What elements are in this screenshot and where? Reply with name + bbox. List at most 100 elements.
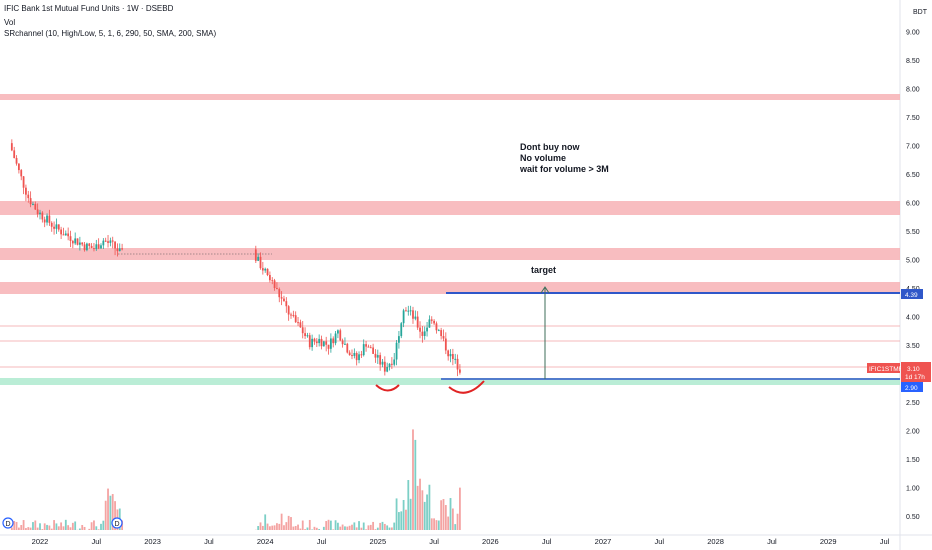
price-tick-label: 5.50 <box>906 229 920 236</box>
candle-body <box>280 297 283 299</box>
volume-bar <box>428 484 431 530</box>
volume-bar <box>60 522 63 530</box>
candle-body <box>266 268 269 275</box>
volume-bar <box>43 523 46 530</box>
volume-bar <box>369 524 372 530</box>
price-tick-label: 5.00 <box>906 258 920 265</box>
candle-body <box>287 306 290 315</box>
candle-body <box>294 315 297 323</box>
volume-bar <box>304 529 306 530</box>
volume-bar <box>109 495 112 530</box>
candle-body <box>46 215 48 223</box>
time-tick-label: Jul <box>542 537 552 546</box>
candle-body <box>83 244 86 251</box>
candle-body <box>447 350 450 357</box>
candle-body <box>271 280 274 282</box>
volume-bar <box>95 526 98 530</box>
candle-body <box>449 354 452 357</box>
candle-body <box>306 335 309 337</box>
candle-body <box>400 323 403 337</box>
volume-bar <box>308 519 311 530</box>
price-tick-label: 2.00 <box>906 429 920 436</box>
volume-bar <box>358 521 360 530</box>
candle-body <box>381 361 384 365</box>
time-axis[interactable]: 2022 Jul 2023 Jul 2024 Jul 2025 Jul 2026 Jul 2027 J… <box>32 537 890 546</box>
candle-body <box>367 346 370 348</box>
candle-body <box>13 150 16 158</box>
price-axis[interactable]: 9.008.508.007.507.006.506.005.505.004.50… <box>906 30 920 522</box>
volume-bar <box>90 522 93 530</box>
volume-bar <box>412 429 414 530</box>
time-tick-label: Jul <box>880 537 890 546</box>
dividend-marker[interactable]: D <box>111 517 123 529</box>
candle-body <box>374 353 377 358</box>
volume-bar <box>268 526 271 530</box>
time-tick-label: 2029 <box>820 537 837 546</box>
volume-bar <box>405 509 407 530</box>
resistance-zone <box>0 94 900 100</box>
candle-body <box>93 248 95 250</box>
volume-bar <box>409 498 412 530</box>
plot-area <box>0 0 900 535</box>
volume-bar <box>20 525 23 530</box>
price-tick-label: 0.50 <box>906 514 920 521</box>
indicator-legend[interactable]: SRchannel (10, High/Low, 5, 1, 6, 290, 5… <box>4 29 217 38</box>
candle-body <box>118 248 121 252</box>
time-tick-label: 2028 <box>707 537 724 546</box>
volume-bar <box>27 527 30 530</box>
volume-bar <box>15 521 18 530</box>
candle-body <box>97 244 100 249</box>
volume-bar <box>29 527 32 530</box>
volume-bar <box>62 526 65 530</box>
volume-bar <box>67 525 70 530</box>
volume-bar <box>400 511 403 530</box>
candle-body <box>353 353 356 356</box>
candle-body <box>55 224 58 229</box>
candle-body <box>107 241 109 243</box>
candle-body <box>95 244 98 250</box>
candle-body <box>20 170 23 177</box>
volume-bar <box>294 525 297 530</box>
volume-bar <box>53 520 55 530</box>
volume-bar <box>107 488 109 530</box>
volume-bar <box>280 513 283 530</box>
volume-bar <box>41 529 44 530</box>
volume-bar <box>259 522 262 530</box>
dividend-marker[interactable]: D <box>2 517 14 529</box>
price-tick-label: 8.50 <box>906 58 920 65</box>
volume-bar <box>395 498 398 530</box>
price-tick-label: 7.50 <box>906 115 920 122</box>
candle-body <box>421 331 424 336</box>
volume-bar <box>102 520 105 530</box>
candle-body <box>360 354 363 356</box>
candle-body <box>81 242 84 245</box>
candle-body <box>376 355 379 358</box>
candle-body <box>264 268 267 271</box>
chart-title[interactable]: IFIC Bank 1st Mutual Fund Units · 1W · D… <box>4 4 174 13</box>
volume-bar <box>292 526 295 530</box>
volume-bar <box>407 480 410 530</box>
volume-bar <box>325 521 328 530</box>
volume-bar <box>50 528 53 530</box>
candle-body <box>390 363 393 365</box>
volume-bar <box>261 525 264 530</box>
volume-bar <box>390 527 393 530</box>
volume-bar <box>360 527 363 530</box>
svg-text:IFIC1STMF: IFIC1STMF <box>869 366 903 373</box>
price-tick-label: 7.00 <box>906 144 920 151</box>
volume-bar <box>283 525 285 530</box>
volume-bar <box>351 524 353 530</box>
price-tick-label: 8.00 <box>906 87 920 94</box>
candle-body <box>301 327 304 334</box>
candle-body <box>325 341 328 345</box>
volume-bar <box>388 527 391 530</box>
volume-bar <box>266 523 269 530</box>
volume-bar <box>337 522 339 530</box>
time-tick-label: 2027 <box>595 537 612 546</box>
candle-body <box>121 248 124 250</box>
candle-body <box>15 157 18 164</box>
volume-bar <box>365 529 367 530</box>
candle-body <box>276 288 278 290</box>
volume-legend[interactable]: Vol <box>4 18 16 27</box>
